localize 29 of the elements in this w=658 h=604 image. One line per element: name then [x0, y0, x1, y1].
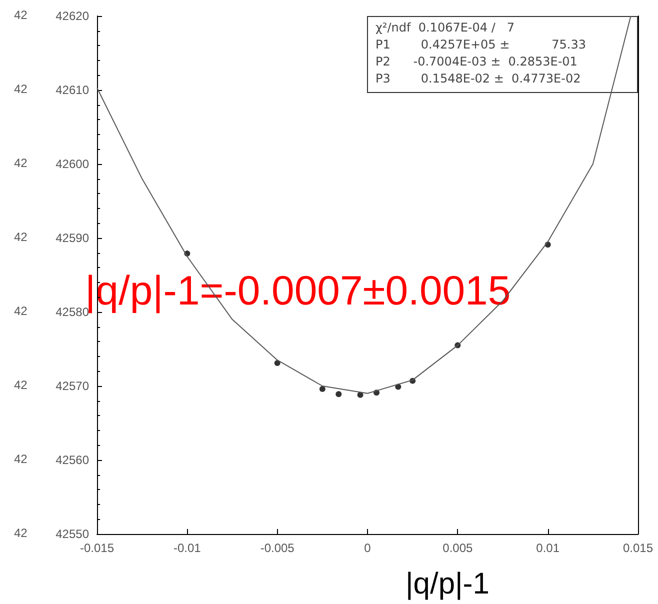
x-tick-label: 0.015: [622, 541, 654, 555]
y-tick-label: 42550: [56, 527, 90, 541]
text: 42: [14, 8, 28, 22]
annotation: P3 0.1548E-02 ± 0.4773E-02: [376, 72, 581, 86]
text: 42: [14, 304, 28, 318]
x-axis-title: |q/p|-1: [406, 568, 490, 600]
text: 42: [14, 526, 28, 540]
y-tick-label: 42610: [56, 83, 90, 97]
y-tick-label: 42560: [56, 453, 90, 467]
y-tick-label: 42590: [56, 231, 90, 245]
x-tick-label: 0: [364, 541, 372, 555]
x-tick-label: 0.01: [536, 541, 560, 555]
point: [319, 386, 326, 392]
text: 42: [14, 82, 28, 96]
x-tick-label: -0.01: [173, 541, 202, 555]
text: 42: [14, 452, 28, 466]
x-tick-label: -0.005: [260, 541, 295, 555]
y-tick-label: 42620: [56, 9, 90, 23]
annotation: P1 0.4257E+05 ± 75.33: [376, 38, 586, 52]
point: [336, 391, 342, 398]
annotation: P2 -0.7004E-03 ± 0.2853E-01: [376, 54, 578, 68]
y-tick-label: 42600: [56, 157, 90, 171]
y-tick-label: 42570: [56, 379, 90, 393]
text: 42: [14, 156, 28, 170]
text: 42: [14, 230, 28, 244]
x-tick-label: 0.005: [442, 541, 474, 555]
x-tick-label: -0.015: [80, 541, 114, 555]
text: 42: [14, 378, 28, 392]
annotation: χ²/ndf 0.1067E-04 / 7: [376, 20, 514, 34]
